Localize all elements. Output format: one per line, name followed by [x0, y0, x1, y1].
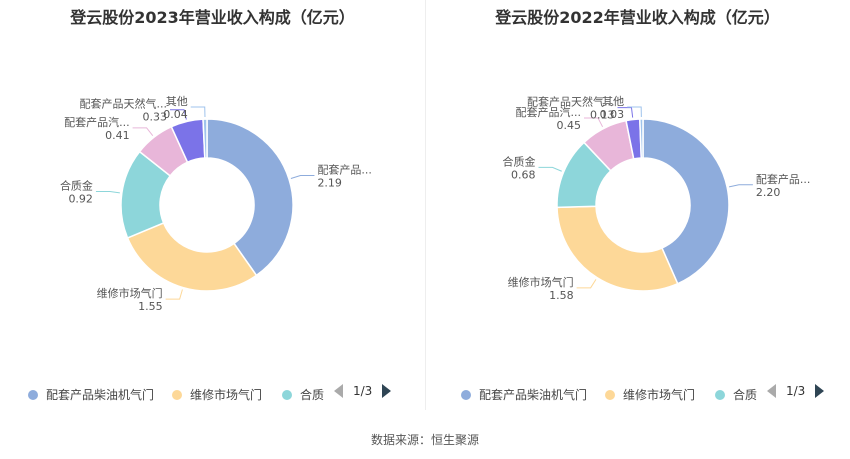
- label-leader-line: [290, 174, 315, 179]
- legend-page-indicator: 1/3: [353, 384, 373, 398]
- slice-value-label: 0.03: [600, 108, 625, 121]
- chevron-left-icon[interactable]: [767, 384, 776, 398]
- slice-value-label: 0.33: [143, 111, 168, 124]
- legend-item-diesel-valve[interactable]: 配套产品柴油机气门: [28, 386, 154, 403]
- label-leader-line: [538, 166, 562, 172]
- legend-item-gold-alloy[interactable]: 合质: [715, 386, 757, 403]
- label-leader-line: [576, 279, 597, 289]
- slice-value-label: 0.13: [590, 109, 615, 122]
- legend-item-repair-valve[interactable]: 维修市场气门: [605, 386, 695, 403]
- slice-label: 合质金: [502, 154, 535, 168]
- slice-label: 维修市场气门: [508, 275, 574, 289]
- panel-divider: [425, 0, 426, 410]
- data-source-note: 数据来源：恒生聚源: [370, 433, 479, 447]
- label-leader-line: [170, 109, 187, 120]
- slice-value-label: 0.92: [68, 192, 93, 205]
- label-leader-line: [132, 127, 154, 137]
- legend-item-label: 配套产品柴油机气门: [46, 388, 155, 402]
- donut-slice[interactable]: [202, 118, 208, 159]
- chevron-left-icon[interactable]: [334, 384, 343, 398]
- label-leader-line: [617, 107, 634, 118]
- slice-label: 其他: [166, 95, 188, 108]
- legend-dot: [715, 390, 725, 400]
- slice-label: 维修市场气门: [97, 286, 163, 300]
- label-leader-line: [165, 289, 183, 300]
- legend-dot: [461, 390, 471, 400]
- donut-slice[interactable]: [206, 118, 294, 277]
- slice-label: 配套产品汽...: [515, 105, 581, 119]
- legend-item-label: 合质: [300, 388, 325, 402]
- legend-item-diesel-valve[interactable]: 配套产品柴油机气门: [461, 386, 587, 403]
- slice-label: 配套产品天然气...: [527, 95, 615, 109]
- slice-value-label: 1.58: [549, 289, 574, 302]
- donut-slice[interactable]: [126, 222, 258, 292]
- donut-slice[interactable]: [556, 205, 679, 292]
- legend-pager-2023: 1/3: [334, 384, 392, 398]
- label-leader-line: [729, 184, 753, 188]
- label-leader-line: [583, 117, 604, 128]
- slice-value-label: 0.68: [511, 168, 536, 181]
- legend-item-label: 维修市场气门: [623, 388, 696, 402]
- slice-value-label: 2.20: [756, 186, 781, 199]
- slice-value-label: 0.41: [105, 129, 130, 142]
- slice-label: 配套产品...: [317, 162, 372, 176]
- legend-item-label: 维修市场气门: [190, 388, 263, 402]
- chart-panel-2023: 登云股份2023年营业收入构成（亿元） 配套产品... 2.19 维修市场气门 1.5…: [0, 0, 425, 410]
- slice-value-label: 0.45: [556, 119, 581, 132]
- slice-label: 其他: [602, 95, 624, 108]
- label-leader-line: [627, 106, 642, 118]
- chart-title-2023: 登云股份2023年营业收入构成（亿元）: [70, 8, 355, 27]
- legend-dot: [172, 390, 182, 400]
- slice-label: 配套产品汽...: [64, 115, 130, 129]
- slice-label: 配套产品天然气...: [80, 97, 168, 111]
- legend-dot: [28, 390, 38, 400]
- chart-panel-2022: 登云股份2022年营业收入构成（亿元） 配套产品... 2.20 维修市场气门 1.5…: [425, 0, 850, 410]
- legend-2023: 配套产品柴油机气门 维修市场气门 合质 1/3: [0, 382, 425, 404]
- chart-title-2022: 登云股份2022年营业收入构成（亿元）: [495, 8, 780, 27]
- legend-2022: 配套产品柴油机气门 维修市场气门 合质 1/3: [425, 382, 850, 404]
- legend-pager-2022: 1/3: [767, 384, 825, 398]
- legend-item-label: 配套产品柴油机气门: [479, 388, 588, 402]
- legend-dot: [605, 390, 615, 400]
- legend-item-label: 合质: [733, 388, 758, 402]
- legend-item-gold-alloy[interactable]: 合质: [282, 386, 324, 403]
- slice-value-label: 1.55: [138, 300, 163, 313]
- slice-value-label: 2.19: [317, 176, 342, 189]
- slice-value-label: 0.04: [163, 108, 188, 121]
- legend-item-repair-valve[interactable]: 维修市场气门: [172, 386, 262, 403]
- label-leader-line: [190, 106, 206, 118]
- legend-page-indicator: 1/3: [786, 384, 806, 398]
- slice-label: 配套产品...: [756, 172, 811, 186]
- legend-dot: [282, 390, 292, 400]
- chevron-right-icon[interactable]: [382, 384, 392, 398]
- chevron-right-icon[interactable]: [815, 384, 825, 398]
- slice-label: 合质金: [60, 178, 93, 192]
- donut-slice[interactable]: [639, 118, 644, 159]
- donut-slice[interactable]: [642, 118, 730, 285]
- label-leader-line: [95, 190, 120, 194]
